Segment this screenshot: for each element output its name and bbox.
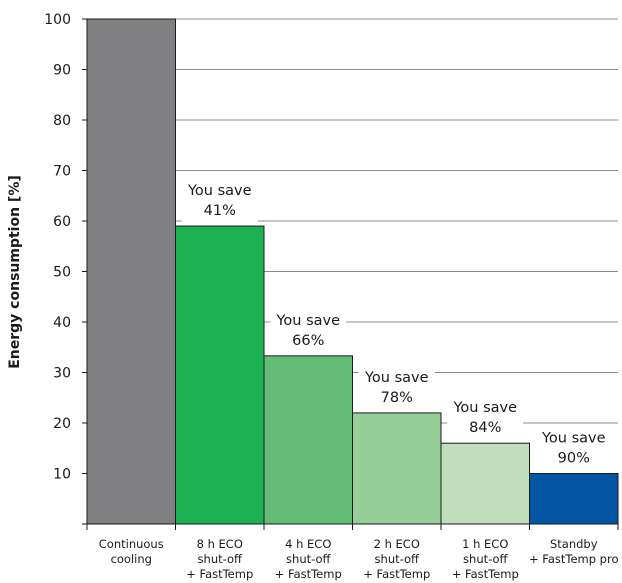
x-tick-label-line: 2 h ECO bbox=[374, 537, 420, 551]
bar bbox=[175, 225, 265, 525]
bar bbox=[263, 355, 353, 525]
bar bbox=[86, 18, 176, 525]
x-tick-label: 8 h ECO shut-off + FastTemp bbox=[186, 537, 253, 581]
x-tick-label: 2 h ECO shut-off + FastTemp bbox=[363, 537, 430, 581]
y-tick-label: 90 bbox=[53, 63, 71, 79]
x-tick-label-line: shut-off bbox=[286, 552, 331, 566]
annotation-value: 41% bbox=[204, 203, 236, 219]
annotation-label: You save bbox=[187, 183, 252, 199]
x-tick-label-line: 4 h ECO bbox=[285, 537, 331, 551]
annotation-background bbox=[358, 362, 435, 409]
annotation-label: You save bbox=[541, 431, 606, 447]
y-tick-label: 80 bbox=[53, 113, 71, 129]
x-tick-label-line: + FastTemp bbox=[275, 567, 342, 581]
annotation-value: 66% bbox=[292, 333, 324, 349]
bar bbox=[529, 473, 619, 525]
x-tick-label-line: Continuous bbox=[99, 537, 164, 551]
annotation-background bbox=[447, 393, 524, 440]
savings-annotations: You save 41% You save 66% You save 78% You sav… bbox=[181, 176, 612, 470]
y-tick-label: 30 bbox=[53, 366, 71, 382]
annotation-background bbox=[181, 176, 258, 223]
annotation-label: You save bbox=[364, 370, 429, 386]
axes bbox=[82, 18, 619, 530]
x-tick-label: Standby + FastTemp pro bbox=[529, 537, 619, 566]
x-tick-label-line: + FastTemp pro bbox=[529, 552, 619, 566]
x-tick-label-line: shut-off bbox=[463, 552, 508, 566]
y-tick-label: 10 bbox=[53, 467, 71, 483]
x-tick-label-line: Standby bbox=[550, 537, 598, 551]
x-tick-label: 4 h ECO shut-off + FastTemp bbox=[275, 537, 342, 581]
x-tick-label: Continuous cooling bbox=[99, 537, 164, 566]
x-tick-label-line: cooling bbox=[111, 552, 152, 566]
annotation-value: 84% bbox=[469, 420, 501, 436]
x-tick-label-line: shut-off bbox=[375, 552, 420, 566]
y-tick-label: 70 bbox=[53, 164, 71, 180]
x-tick-label-line: 1 h ECO bbox=[462, 537, 508, 551]
bar bbox=[352, 412, 442, 525]
x-tick-label-line: + FastTemp bbox=[363, 567, 430, 581]
y-tick-label: 60 bbox=[53, 214, 71, 230]
y-tick-label: 40 bbox=[53, 315, 71, 331]
annotation-label: You save bbox=[275, 313, 340, 329]
x-tick-label-line: + FastTemp bbox=[186, 567, 253, 581]
x-tick-label-line: shut-off bbox=[198, 552, 243, 566]
y-tick-labels: 10 20 30 40 50 60 70 80 90 100 bbox=[44, 12, 71, 483]
annotation-label: You save bbox=[452, 400, 517, 416]
x-tick-label: 1 h ECO shut-off + FastTemp bbox=[452, 537, 519, 581]
y-tick-label: 50 bbox=[53, 265, 71, 281]
x-tick-label-line: + FastTemp bbox=[452, 567, 519, 581]
y-axis-label: Energy consumption [%] bbox=[7, 175, 23, 369]
y-tick-label: 100 bbox=[44, 12, 71, 28]
annotation-background bbox=[535, 423, 612, 470]
annotation-value: 78% bbox=[381, 390, 413, 406]
y-tick-label: 20 bbox=[53, 416, 71, 432]
annotation-value: 90% bbox=[558, 451, 590, 467]
x-tick-label-line: 8 h ECO bbox=[197, 537, 243, 551]
bar bbox=[440, 442, 530, 525]
annotation-background bbox=[270, 305, 347, 352]
